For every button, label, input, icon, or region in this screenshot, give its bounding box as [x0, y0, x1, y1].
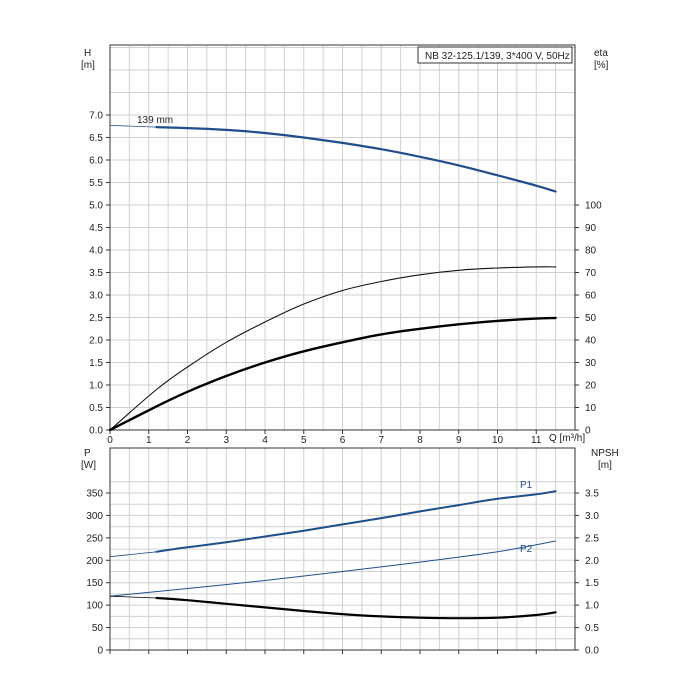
y-left-tick-label: 0	[97, 646, 103, 657]
y-right-tick-label: 40	[585, 336, 597, 347]
y-left-label-top: H	[84, 48, 91, 59]
y-left-unit-bottom: [W]	[81, 460, 96, 471]
y-right-tick-label: 80	[585, 246, 597, 257]
y-right-tick-label: 30	[585, 358, 597, 369]
y-left-tick-label: 300	[86, 511, 103, 522]
y-left-tick-label: 150	[86, 578, 103, 589]
efficiency-curve-thick	[108, 316, 557, 432]
y-left-tick-label: 3.0	[89, 291, 103, 302]
curve-label-139mm: 139 mm	[137, 115, 173, 126]
y-left-tick-label: 2.5	[89, 313, 103, 324]
y-left-tick-label: 1.0	[89, 381, 103, 392]
y-right-tick-label: 3.0	[585, 511, 599, 522]
y-right-unit-bottom: [m]	[598, 460, 612, 471]
head-curve	[155, 126, 557, 193]
efficiency-curve-thin	[109, 266, 557, 431]
x-tick-label: 8	[417, 435, 423, 446]
y-right-unit-top: [%]	[594, 60, 609, 71]
y-left-tick-label: 5.0	[89, 201, 103, 212]
y-left-tick-label: 1.5	[89, 358, 103, 369]
x-tick-label: 5	[301, 435, 307, 446]
x-tick-label: 4	[262, 435, 268, 446]
y-left-tick-label: 2.0	[89, 336, 103, 347]
x-tick-label: 1	[146, 435, 152, 446]
y-right-tick-label: 10	[585, 403, 597, 414]
power-p1-curve	[155, 490, 557, 553]
y-right-tick-label: 1.5	[585, 578, 599, 589]
power-npsh-panel: P [W] NPSH [m] 0 50 100 150 200 250 300 350 0.0 0…	[81, 447, 619, 657]
y-right-tick-label: 50	[585, 313, 597, 324]
npsh-curve	[155, 596, 557, 620]
top-grid	[110, 45, 575, 431]
bottom-grid	[110, 448, 575, 651]
y-right-tick-label: 1.0	[585, 601, 599, 612]
x-tick-label: 2	[185, 435, 191, 446]
y-right-label-bottom: NPSH	[591, 448, 619, 459]
y-left-tick-label: 7.0	[89, 111, 103, 122]
y-left-tick-label: 4.0	[89, 246, 103, 257]
x-tick-label: 3	[223, 435, 229, 446]
series-label-p1: P1	[520, 480, 533, 491]
y-right-tick-label: 2.0	[585, 556, 599, 567]
y-right-tick-label: 3.5	[585, 489, 599, 500]
y-right-tick-label: 20	[585, 381, 597, 392]
x-axis-label: Q [m³/h]	[549, 433, 585, 444]
x-tick-label: 11	[531, 435, 542, 446]
y-right-tick-label: 100	[585, 201, 602, 212]
y-left-label-bottom: P	[84, 448, 91, 459]
y-left-tick-label: 0.5	[89, 403, 103, 414]
power-p2-curve	[109, 540, 557, 597]
y-right-tick-label: 0.0	[585, 646, 599, 657]
y-left-tick-label: 6.5	[89, 133, 103, 144]
head-efficiency-panel: NB 32-125.1/139, 3*400 V, 50Hz H [m] eta…	[81, 44, 609, 446]
y-right-tick-label: 60	[585, 291, 597, 302]
y-left-tick-label: 350	[86, 489, 103, 500]
y-left-tick-label: 4.5	[89, 223, 103, 234]
curve-extension	[109, 125, 157, 128]
y-left-tick-label: 0.0	[89, 426, 103, 437]
y-left-tick-label: 5.5	[89, 178, 103, 189]
y-left-tick-label: 200	[86, 556, 103, 567]
x-tick-label: 6	[340, 435, 346, 446]
y-left-tick-label: 50	[92, 623, 104, 634]
curve-extension	[109, 595, 157, 599]
y-left-tick-label: 3.5	[89, 268, 103, 279]
chart-title: NB 32-125.1/139, 3*400 V, 50Hz	[425, 51, 570, 62]
curve-extension	[109, 551, 157, 558]
y-right-tick-label: 0.5	[585, 623, 599, 634]
y-right-tick-label: 0	[585, 426, 591, 437]
y-right-tick-label: 70	[585, 268, 597, 279]
x-tick-label: 7	[378, 435, 384, 446]
y-right-tick-label: 2.5	[585, 533, 599, 544]
y-right-label-top: eta	[594, 48, 608, 59]
y-left-tick-label: 100	[86, 601, 103, 612]
x-tick-label: 9	[456, 435, 462, 446]
title-box	[417, 46, 573, 64]
x-tick-label: 0	[107, 435, 113, 446]
y-left-tick-label: 250	[86, 533, 103, 544]
series-label-p2: P2	[520, 544, 533, 555]
x-tick-label: 10	[492, 435, 504, 446]
y-left-tick-label: 6.0	[89, 156, 103, 167]
y-left-unit-top: [m]	[81, 60, 95, 71]
y-right-tick-label: 90	[585, 223, 597, 234]
